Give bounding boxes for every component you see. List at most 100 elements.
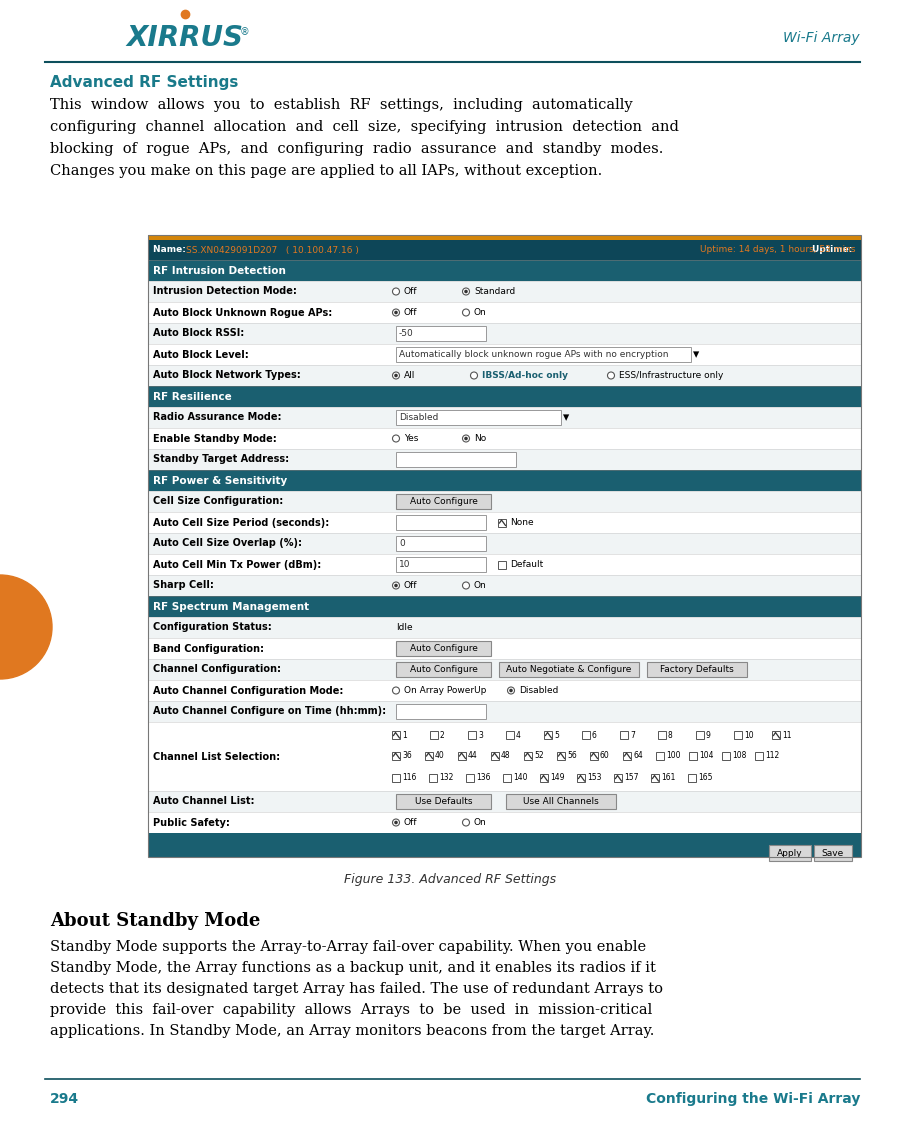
Text: None: None (510, 518, 533, 528)
Bar (620, 731, 628, 739)
Bar (148, 575, 861, 596)
Text: 8: 8 (668, 730, 673, 739)
Bar (590, 752, 598, 760)
Text: 108: 108 (732, 752, 746, 760)
Bar (506, 794, 616, 810)
Text: ESS/Infrastructure only: ESS/Infrastructure only (619, 371, 724, 380)
Circle shape (462, 309, 469, 316)
Text: On: On (474, 308, 487, 317)
Bar (506, 731, 514, 739)
Text: -50: -50 (399, 329, 414, 338)
Text: Idle: Idle (396, 623, 413, 632)
Bar (148, 596, 861, 617)
Bar (396, 515, 486, 530)
Text: Uptime:: Uptime: (813, 246, 856, 255)
Bar (148, 385, 861, 407)
Bar (396, 347, 691, 362)
Bar (658, 731, 666, 739)
Circle shape (470, 372, 478, 379)
Text: Figure 133. Advanced RF Settings: Figure 133. Advanced RF Settings (344, 872, 556, 886)
Bar (458, 752, 466, 760)
Text: Save: Save (822, 848, 844, 857)
Text: Auto Block Network Types:: Auto Block Network Types: (153, 371, 301, 381)
Text: Auto Block RSSI:: Auto Block RSSI: (153, 329, 244, 339)
Text: 44: 44 (468, 752, 478, 760)
Text: Public Safety:: Public Safety: (153, 818, 230, 828)
Bar (148, 812, 861, 833)
Bar (430, 731, 438, 739)
Text: Auto Channel Configuration Mode:: Auto Channel Configuration Mode: (153, 686, 343, 696)
Text: About Standby Mode: About Standby Mode (50, 912, 260, 930)
Text: Factory Defaults: Factory Defaults (660, 665, 734, 674)
Text: On Array PowerUp: On Array PowerUp (404, 686, 487, 695)
Bar (392, 774, 400, 782)
Text: Enable Standby Mode:: Enable Standby Mode: (153, 433, 277, 443)
Text: Off: Off (404, 581, 417, 590)
Circle shape (507, 687, 514, 694)
Bar (755, 752, 763, 760)
Bar (148, 791, 861, 812)
Text: detects that its designated target Array has failed. The use of redundant Arrays: detects that its designated target Array… (50, 982, 663, 996)
Text: Channel Configuration:: Channel Configuration: (153, 664, 281, 674)
Bar (148, 659, 861, 680)
Bar (425, 752, 433, 760)
Bar (491, 752, 499, 760)
Bar (429, 774, 437, 782)
Text: Apply: Apply (778, 848, 803, 857)
Text: 132: 132 (439, 773, 453, 782)
Circle shape (393, 288, 399, 294)
Text: 56: 56 (567, 752, 577, 760)
Bar (148, 554, 861, 575)
Circle shape (462, 435, 469, 442)
Bar (148, 533, 861, 554)
Text: Name:: Name: (153, 246, 189, 255)
Text: Auto Configure: Auto Configure (410, 497, 478, 506)
Text: Use All Channels: Use All Channels (523, 797, 599, 806)
Text: 294: 294 (50, 1092, 79, 1106)
Bar (396, 326, 486, 341)
Text: Auto Channel Configure on Time (hh:mm):: Auto Channel Configure on Time (hh:mm): (153, 706, 387, 716)
Text: On: On (474, 581, 487, 590)
Text: Off: Off (404, 287, 417, 296)
Circle shape (395, 310, 398, 314)
Bar (540, 774, 548, 782)
Text: 153: 153 (587, 773, 602, 782)
Bar (392, 752, 400, 760)
Text: 1: 1 (402, 730, 406, 739)
Text: Configuring the Wi-Fi Array: Configuring the Wi-Fi Array (646, 1092, 860, 1106)
Text: ▾: ▾ (693, 348, 699, 362)
Text: Standby Target Address:: Standby Target Address: (153, 455, 289, 465)
Text: Auto Block Level:: Auto Block Level: (153, 349, 249, 359)
Text: No: No (474, 434, 487, 443)
Bar (148, 449, 861, 470)
Bar (148, 702, 861, 722)
Text: Automatically block unknown rogue APs with no encryption: Automatically block unknown rogue APs wi… (399, 350, 669, 359)
Text: 10: 10 (399, 561, 411, 568)
Text: Auto Configure: Auto Configure (410, 644, 478, 653)
Bar (148, 407, 861, 428)
Bar (696, 731, 704, 739)
Text: 149: 149 (550, 773, 565, 782)
Text: RF Intrusion Detection: RF Intrusion Detection (153, 266, 286, 275)
Text: Auto Block Unknown Rogue APs:: Auto Block Unknown Rogue APs: (153, 307, 332, 317)
Bar (396, 536, 486, 551)
Bar (582, 731, 590, 739)
Bar (148, 345, 861, 365)
Circle shape (0, 575, 52, 679)
Bar (468, 731, 476, 739)
Circle shape (395, 821, 398, 824)
Bar (148, 235, 861, 240)
Bar (689, 752, 697, 760)
Bar (148, 323, 861, 345)
Bar (498, 561, 506, 568)
Text: SS.XN0429091D207   ( 10.100.47.16 ): SS.XN0429091D207 ( 10.100.47.16 ) (186, 246, 359, 255)
Bar (499, 662, 639, 677)
Bar (148, 722, 861, 791)
Text: 116: 116 (402, 773, 416, 782)
Text: XIRRUS: XIRRUS (126, 24, 243, 52)
Bar (396, 557, 486, 572)
Bar (772, 731, 780, 739)
Circle shape (464, 290, 468, 293)
Text: Wi-Fi Array: Wi-Fi Array (783, 31, 860, 45)
Bar (396, 493, 491, 509)
